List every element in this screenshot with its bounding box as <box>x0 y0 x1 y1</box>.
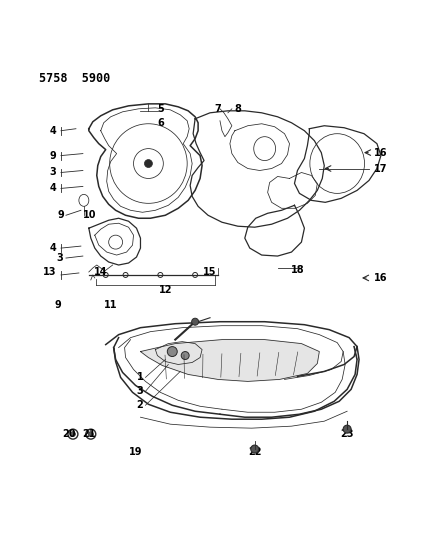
Ellipse shape <box>86 429 96 439</box>
Ellipse shape <box>123 272 128 278</box>
Text: 18: 18 <box>291 265 304 275</box>
Text: 11: 11 <box>104 300 117 310</box>
Text: 2: 2 <box>137 400 143 410</box>
Text: 23: 23 <box>340 429 354 439</box>
Text: 1: 1 <box>137 373 143 382</box>
Ellipse shape <box>343 425 351 433</box>
Text: 9: 9 <box>57 210 64 220</box>
Text: 16: 16 <box>374 273 387 283</box>
Text: 20: 20 <box>62 429 76 439</box>
Ellipse shape <box>71 432 75 437</box>
Polygon shape <box>140 340 319 382</box>
Ellipse shape <box>103 272 108 278</box>
Text: 9: 9 <box>54 300 61 310</box>
Ellipse shape <box>167 346 177 357</box>
Text: 4: 4 <box>49 126 56 136</box>
Ellipse shape <box>181 352 189 360</box>
Text: 6: 6 <box>157 118 164 128</box>
Text: 19: 19 <box>129 447 142 457</box>
Text: 5: 5 <box>157 104 164 114</box>
Ellipse shape <box>68 429 78 439</box>
Text: 3: 3 <box>49 167 56 177</box>
Text: 3: 3 <box>56 253 63 263</box>
Ellipse shape <box>193 272 198 278</box>
Text: 12: 12 <box>158 285 172 295</box>
Text: 8: 8 <box>235 104 241 114</box>
Text: 16: 16 <box>374 148 387 158</box>
Text: 4: 4 <box>49 243 56 253</box>
Ellipse shape <box>145 159 152 167</box>
Text: 17: 17 <box>374 164 387 174</box>
Text: 22: 22 <box>248 447 262 457</box>
Text: 4: 4 <box>49 183 56 193</box>
Ellipse shape <box>192 318 199 325</box>
Text: 7: 7 <box>214 104 221 114</box>
Text: 14: 14 <box>94 267 107 277</box>
Text: 3: 3 <box>137 386 143 397</box>
Text: 9: 9 <box>49 151 56 160</box>
Text: 15: 15 <box>203 267 217 277</box>
Text: 5758  5900: 5758 5900 <box>39 72 110 85</box>
Ellipse shape <box>158 272 163 278</box>
Ellipse shape <box>88 432 93 437</box>
Text: 21: 21 <box>82 429 95 439</box>
Ellipse shape <box>251 445 259 453</box>
Text: 13: 13 <box>42 267 56 277</box>
Text: 10: 10 <box>83 210 96 220</box>
